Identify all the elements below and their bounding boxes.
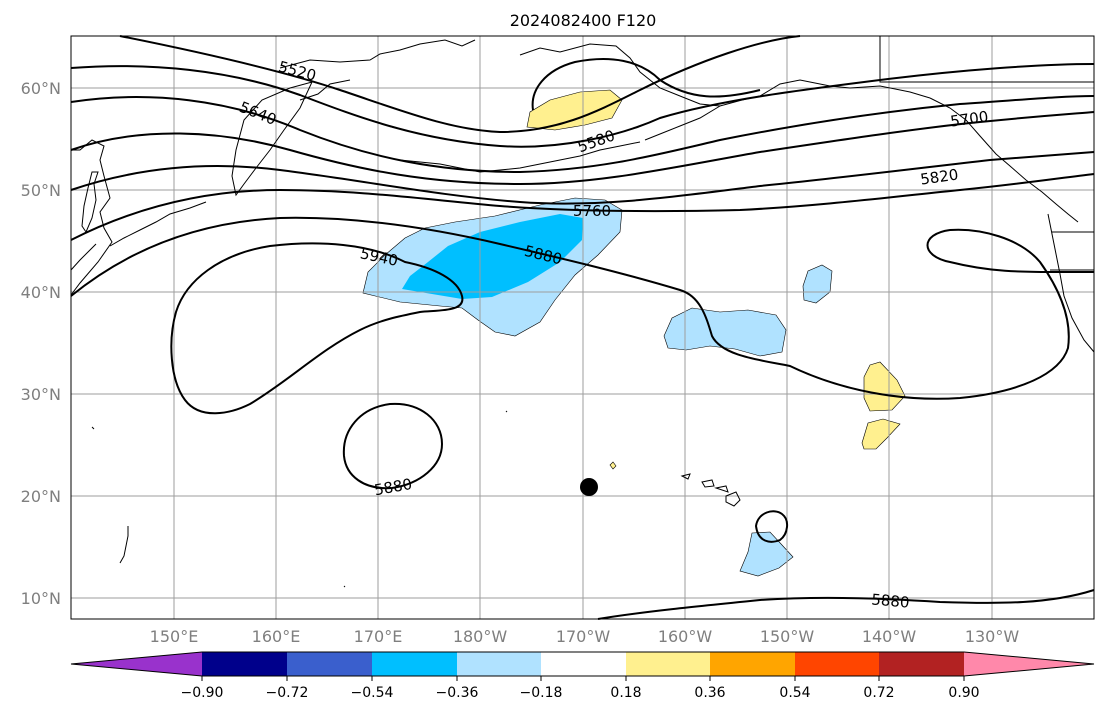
contour-5880-south [597,589,1095,620]
colorbar-segment [457,652,541,676]
colorbar-extend-max [964,652,1094,676]
lon-label-180w: 180°W [453,627,508,646]
colorbar-tick-label: −0.36 [436,685,479,701]
colorbar-segment [710,652,795,676]
contour-5880-main [70,216,1094,400]
lat-label-40n: 40°N [21,283,61,302]
lat-label-30n: 30°N [21,385,61,404]
shade-light-blue-south [739,531,794,577]
coast-marianas [119,526,129,564]
contour-label-5700: 5700 [949,107,989,130]
colorbar-tick-label: 0.36 [694,685,725,701]
coast-asia-east [70,139,113,296]
colorbar-segment [626,652,710,676]
coast-kuril [109,201,207,247]
coast-hawaii-big [725,491,741,507]
lon-label-130w: 130°W [965,627,1020,646]
contour-5880-closed [342,402,444,490]
contour-5940 [170,242,464,415]
coast-hawaii-1 [680,473,691,480]
colorbar-segment [372,652,457,676]
contour-5820 [70,173,1095,241]
colorbar-tick-label: −0.72 [266,685,309,701]
coast-sakhalin [81,171,99,234]
lon-label-150w: 150°W [760,627,815,646]
coastlines [70,36,1095,588]
lon-label-160w: 160°W [658,627,713,646]
lat-label-10n: 10°N [21,589,61,608]
lon-label-140w: 140°W [862,627,917,646]
latitude-labels: 60°N 50°N 40°N 30°N 20°N 10°N [21,79,61,608]
shade-yellow-east-upper [863,361,906,412]
coast-bc [929,97,1079,223]
coast-chukotka [299,79,351,101]
colorbar-tick-label: 0.54 [779,685,810,701]
colorbar-segment [541,652,626,676]
contour-label-5880-south: 5880 [871,590,911,611]
lat-label-60n: 60°N [21,79,61,98]
colorbar-tick-label: 0.90 [948,685,979,701]
lat-label-50n: 50°N [21,181,61,200]
coast-us-line [1050,231,1094,271]
coast-us-west [1047,213,1095,353]
coast-aleutians [399,141,641,173]
gridlines [71,36,1094,619]
coast-midway [505,410,508,413]
coast-alaska-peninsula [644,105,721,141]
colorbar-segment [879,652,964,676]
contour-5700 [70,111,1095,186]
coast-siberia-north [279,39,476,69]
coast-westpac-dot [91,426,95,430]
shade-yellow-tiny [609,461,617,470]
lon-label-160e: 160°E [252,627,301,646]
coast-bc-box [879,36,1094,83]
station-marker [580,478,598,496]
colorbar-segment [287,652,372,676]
lon-label-170e: 170°E [354,627,403,646]
shade-light-blue-central [663,307,787,357]
contour-5520 [119,35,801,134]
colorbar-segment [202,652,287,676]
coast-hawaii-3 [714,485,729,493]
colorbar-tick-label: −0.18 [520,685,563,701]
coast-japan [70,243,97,271]
colorbar-ticks [201,676,965,681]
colorbar-extend-min [71,652,202,676]
colorbar: −0.90 −0.72 −0.54 −0.36 −0.18 0.18 0.36 … [70,651,1095,701]
longitude-labels: 150°E 160°E 170°E 180°W 170°W 160°W 150°… [150,627,1020,646]
colorbar-tick-label: −0.90 [181,685,224,701]
contour-label-5760: 5760 [573,202,611,220]
colorbar-tick-label: 0.72 [863,685,894,701]
lon-label-150e: 150°E [150,627,199,646]
contour-5580-north [531,58,761,111]
map-frame [70,35,1095,620]
colorbar-tick-label: 0.18 [610,685,641,701]
colorbar-segment [795,652,879,676]
colorbar-tick-label: −0.54 [351,685,394,701]
shade-yellow-east-lower [861,418,901,450]
lon-label-170w: 170°W [556,627,611,646]
height-contours [70,35,1095,620]
contour-label-5820: 5820 [919,165,959,188]
map-title: 2024082400 F120 [510,11,657,30]
coast-hawaii-2 [701,479,715,488]
contour-5640 [70,95,1095,174]
contour-5580 [70,63,1095,148]
shade-light-blue-small-east [802,264,833,304]
lat-label-20n: 20°N [21,487,61,506]
contour-5880-small [754,510,788,543]
shade-yellow-north [526,89,623,131]
coast-wake [343,585,346,588]
contour-5760 [70,151,1095,205]
